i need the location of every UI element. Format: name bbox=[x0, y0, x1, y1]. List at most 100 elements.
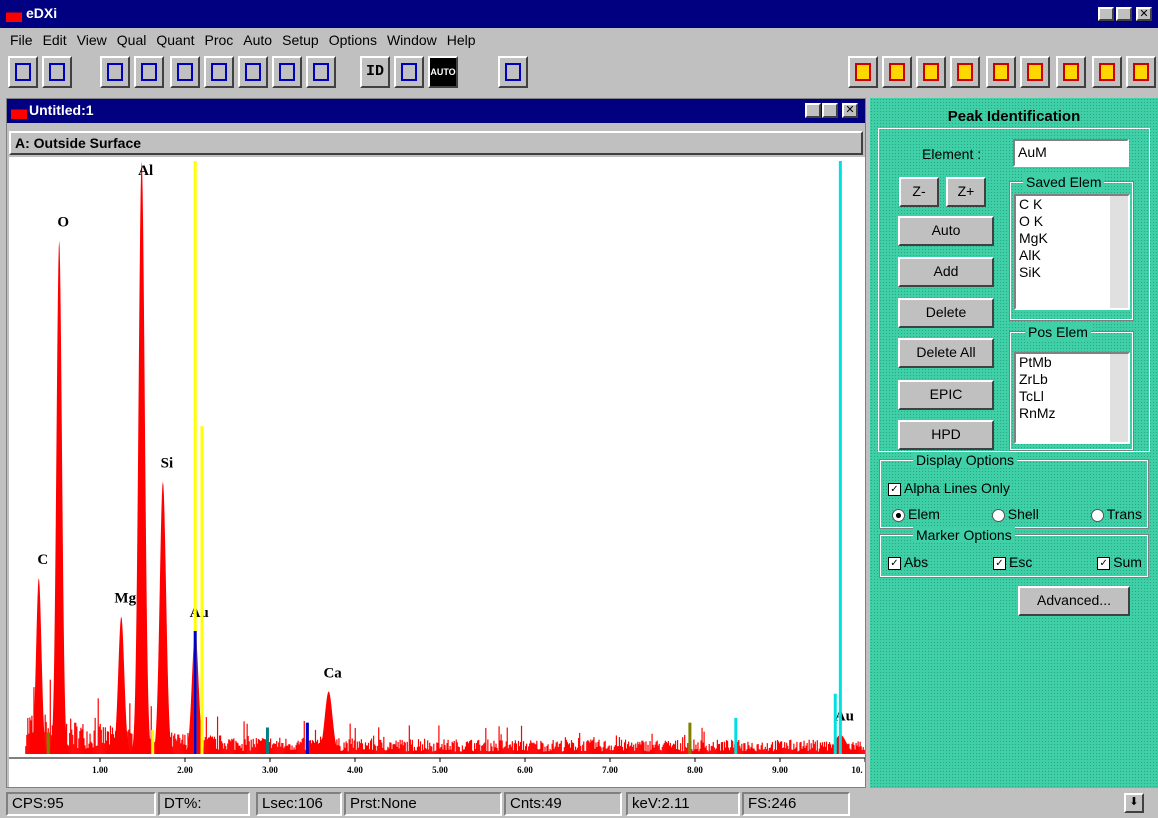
background-noise bbox=[464, 746, 467, 754]
background-noise bbox=[257, 738, 259, 754]
list-item[interactable]: RnMz bbox=[1019, 405, 1056, 421]
checkbox[interactable]: ✓ Esc bbox=[992, 554, 1032, 570]
background-noise bbox=[581, 751, 583, 754]
menu-item[interactable]: File bbox=[10, 32, 33, 48]
radio[interactable]: Shell bbox=[991, 506, 1039, 522]
background-noise bbox=[25, 746, 27, 754]
tool-button[interactable] bbox=[134, 56, 164, 88]
background-noise bbox=[704, 747, 706, 754]
background-noise bbox=[656, 740, 658, 754]
background-noise bbox=[815, 750, 817, 754]
tool-button[interactable] bbox=[394, 56, 424, 88]
list-item[interactable]: ZrLb bbox=[1019, 371, 1048, 387]
tool-button[interactable] bbox=[306, 56, 336, 88]
tool-button[interactable] bbox=[272, 56, 302, 88]
close[interactable]: ✕ bbox=[842, 103, 858, 118]
tool-button[interactable] bbox=[498, 56, 528, 88]
menu-item[interactable]: Quant bbox=[156, 32, 195, 48]
minimize[interactable] bbox=[805, 103, 821, 118]
background-noise bbox=[546, 745, 548, 754]
tool-button[interactable]: AUTO bbox=[428, 56, 458, 88]
tool-icon bbox=[279, 63, 295, 81]
button[interactable]: HPD bbox=[898, 420, 994, 450]
menu-item[interactable]: Qual bbox=[116, 32, 147, 48]
background-noise bbox=[517, 740, 520, 754]
background-noise bbox=[659, 749, 661, 754]
checkbox[interactable]: ✓ Abs bbox=[888, 554, 928, 570]
background-noise bbox=[513, 743, 515, 754]
scrollbar[interactable] bbox=[1110, 354, 1128, 442]
background-noise bbox=[275, 743, 277, 754]
status-button[interactable]: ⬇ bbox=[1124, 793, 1144, 813]
button[interactable]: EPIC bbox=[898, 380, 994, 410]
list-item[interactable]: AlK bbox=[1019, 247, 1041, 263]
scrollbar[interactable] bbox=[1110, 196, 1128, 308]
tool-button[interactable] bbox=[170, 56, 200, 88]
radio[interactable]: Trans bbox=[1090, 506, 1142, 522]
tool-button[interactable] bbox=[238, 56, 268, 88]
list-item[interactable]: PtMb bbox=[1019, 354, 1052, 370]
tool-button[interactable] bbox=[916, 56, 946, 88]
button[interactable]: Delete All bbox=[898, 338, 994, 368]
button[interactable]: Auto bbox=[898, 216, 994, 246]
menu-item[interactable]: Window bbox=[386, 32, 437, 48]
button[interactable]: Delete bbox=[898, 298, 994, 328]
background-noise bbox=[504, 746, 506, 754]
tool-button[interactable] bbox=[1020, 56, 1050, 88]
tool-button[interactable] bbox=[882, 56, 912, 88]
maximize[interactable] bbox=[822, 103, 838, 118]
tool-button[interactable] bbox=[204, 56, 234, 88]
maximize[interactable] bbox=[1116, 7, 1132, 21]
list-item[interactable]: C K bbox=[1019, 196, 1043, 212]
list-item[interactable]: MgK bbox=[1019, 230, 1048, 246]
alpha-check[interactable]: ✓ Alpha Lines Only bbox=[888, 480, 1010, 496]
pos-list[interactable]: PtMb ZrLb TcLl RnMz bbox=[1014, 352, 1130, 444]
tool-button[interactable] bbox=[8, 56, 38, 88]
list-item[interactable]: TcLl bbox=[1019, 388, 1044, 404]
button[interactable]: Z- bbox=[899, 177, 939, 207]
tool-button[interactable] bbox=[950, 56, 980, 88]
menu-item[interactable]: Proc bbox=[204, 32, 234, 48]
background-noise bbox=[576, 749, 578, 754]
background-noise bbox=[801, 748, 803, 754]
button[interactable]: Z+ bbox=[946, 177, 986, 207]
menu-item[interactable]: Options bbox=[328, 32, 377, 48]
minimize[interactable] bbox=[1098, 7, 1114, 21]
background-noise bbox=[279, 737, 281, 754]
close[interactable]: ✕ bbox=[1136, 7, 1152, 21]
element-input[interactable]: AuM bbox=[1013, 139, 1129, 167]
button[interactable]: Add bbox=[898, 257, 994, 287]
tool-button[interactable] bbox=[1092, 56, 1122, 88]
peak-label: Au bbox=[835, 709, 854, 725]
background-noise bbox=[796, 741, 798, 754]
background-noise bbox=[390, 742, 392, 754]
list-item[interactable]: SiK bbox=[1019, 264, 1041, 280]
checkbox[interactable]: ✓ Sum bbox=[1097, 554, 1142, 570]
advanced-button[interactable]: Advanced... bbox=[1018, 586, 1130, 616]
radio[interactable]: Elem bbox=[892, 506, 940, 522]
list-item[interactable]: O K bbox=[1019, 213, 1044, 229]
menu-item[interactable]: Help bbox=[446, 32, 476, 48]
menu-item[interactable]: Setup bbox=[282, 32, 319, 48]
status-field: FS:246 bbox=[742, 792, 850, 816]
tool-button[interactable] bbox=[1126, 56, 1156, 88]
background-noise bbox=[709, 750, 711, 754]
tool-button[interactable] bbox=[848, 56, 878, 88]
background-noise bbox=[810, 743, 812, 754]
menu-item[interactable]: View bbox=[76, 32, 107, 48]
background-noise bbox=[185, 745, 187, 754]
menu-item[interactable]: Auto bbox=[243, 32, 273, 48]
tool-button[interactable]: ID bbox=[360, 56, 390, 88]
tool-button[interactable] bbox=[1056, 56, 1086, 88]
tool-button[interactable] bbox=[986, 56, 1016, 88]
background-noise bbox=[226, 749, 228, 754]
background-noise bbox=[368, 749, 371, 754]
background-noise bbox=[716, 739, 718, 754]
background-noise bbox=[721, 741, 724, 754]
menu-item[interactable]: Edit bbox=[42, 32, 67, 48]
background-noise bbox=[180, 743, 182, 754]
background-noise bbox=[429, 742, 431, 754]
tool-button[interactable] bbox=[42, 56, 72, 88]
tool-button[interactable] bbox=[100, 56, 130, 88]
